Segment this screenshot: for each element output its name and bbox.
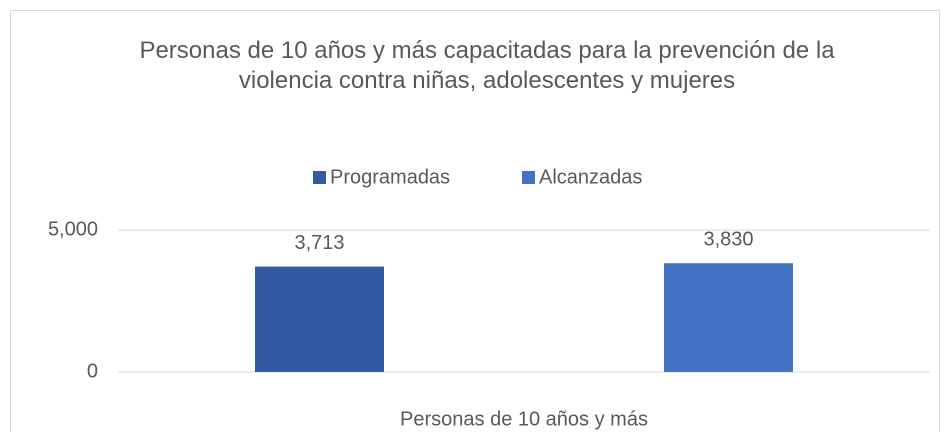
chart-title: Personas de 10 años y más capacitadas pa… — [139, 37, 835, 94]
bar — [255, 266, 384, 372]
data-label: 3,713 — [294, 232, 344, 254]
legend-label: Programadas — [330, 166, 450, 188]
legend-swatch — [313, 171, 326, 184]
y-tick-label: 0 — [87, 360, 98, 382]
data-label: 3,830 — [703, 229, 753, 251]
legend-swatch — [522, 171, 535, 184]
x-tick-label: Personas de 10 años y más — [400, 408, 648, 430]
legend-label: Alcanzadas — [539, 166, 642, 188]
y-tick-label: 5,000 — [48, 218, 98, 240]
bar — [664, 263, 793, 372]
